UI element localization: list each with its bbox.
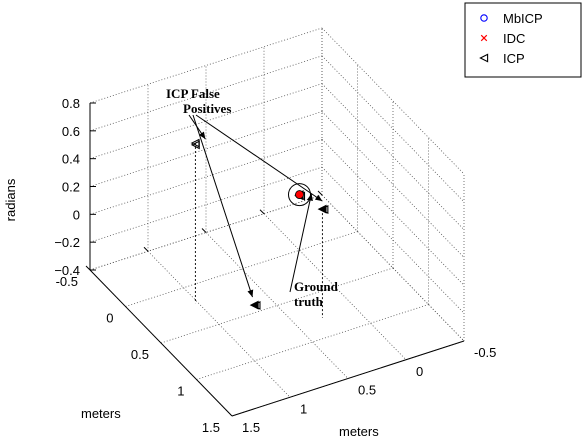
y-tick-mark bbox=[201, 228, 207, 233]
legend: MbICP IDC ICP bbox=[464, 2, 582, 78]
point-icp-cluster bbox=[318, 205, 327, 214]
wall-grid-line bbox=[321, 111, 465, 258]
x-tick-label: 0 bbox=[106, 311, 113, 326]
legend-entries: MbICP IDC ICP bbox=[479, 11, 543, 66]
legend-label: MbICP bbox=[503, 11, 543, 26]
z-tick-label: −0.4 bbox=[54, 263, 80, 278]
data-points bbox=[190, 138, 329, 318]
z-tick-label: 0.8 bbox=[62, 96, 80, 111]
y-tick-mark bbox=[259, 209, 265, 215]
z-tick-label: 0.4 bbox=[62, 152, 80, 167]
point-icp bbox=[479, 53, 489, 63]
x-tick-label: -0.5 bbox=[56, 274, 78, 289]
wall-grid-line bbox=[321, 83, 465, 230]
point-icp-cluster bbox=[250, 301, 259, 310]
z-tick-label: 0.6 bbox=[62, 124, 80, 139]
z-tick-label: −0.2 bbox=[54, 235, 80, 250]
ground-truth-marker bbox=[295, 190, 304, 199]
y-tick-label: 1.5 bbox=[242, 420, 260, 435]
y-tick-mark bbox=[317, 190, 323, 196]
wall-grid-line bbox=[321, 194, 465, 342]
annotation-icp-false-positives: Positives bbox=[183, 101, 231, 116]
y-tick-label: 1 bbox=[300, 401, 307, 416]
y-tick-label: 0.5 bbox=[358, 383, 376, 398]
wall-grid-line bbox=[321, 166, 465, 314]
tick-labels: -0.5 0 0.5 1 1.5 -0.5 0 0.5 1 1.5 −0.4 −0.2 0 0.2 0.4 0… bbox=[54, 96, 496, 435]
annotation-ground-truth: truth bbox=[294, 294, 324, 309]
wall-grid-line bbox=[321, 139, 465, 286]
y-axis-line bbox=[231, 340, 465, 417]
z-tick-label: 0.2 bbox=[62, 180, 80, 195]
arrow-to-icp-mid bbox=[195, 114, 323, 202]
x-axis-line bbox=[89, 269, 233, 417]
arrow-to-icp-floor bbox=[192, 114, 254, 298]
x-axis-label: meters bbox=[81, 406, 121, 421]
y-tick-mark bbox=[85, 265, 91, 271]
floor-grid-line bbox=[263, 213, 407, 361]
legend-label: IDC bbox=[503, 31, 525, 46]
point-mbicp bbox=[480, 14, 488, 22]
x-tick-label: 1.5 bbox=[202, 420, 220, 435]
arrow-to-ground-truth bbox=[289, 193, 313, 293]
floor-grid-line bbox=[196, 304, 429, 380]
y-tick-label: -0.5 bbox=[474, 345, 496, 360]
ground-truth-ring bbox=[288, 183, 311, 207]
wall-grid-line bbox=[321, 55, 465, 203]
legend-label: ICP bbox=[503, 51, 525, 66]
x-tick-label: 1 bbox=[177, 384, 184, 399]
grid-layer bbox=[89, 27, 465, 417]
y-axis-label: meters bbox=[339, 424, 379, 439]
point-idc bbox=[480, 34, 488, 42]
y-tick-label: 0 bbox=[416, 364, 423, 379]
wall-grid-line bbox=[321, 27, 465, 175]
annotation-ground-truth: Ground bbox=[294, 279, 339, 294]
x-tick-label: 0.5 bbox=[131, 347, 149, 362]
floor-grid-line bbox=[147, 250, 291, 398]
z-tick-label: 0 bbox=[73, 207, 80, 222]
annotation-icp-false-positives: ICP False bbox=[166, 86, 220, 101]
y-tick-mark bbox=[143, 246, 149, 252]
floor-grid-line bbox=[205, 232, 349, 379]
z-axis-label: radians bbox=[3, 178, 18, 221]
axes-box bbox=[89, 103, 465, 417]
